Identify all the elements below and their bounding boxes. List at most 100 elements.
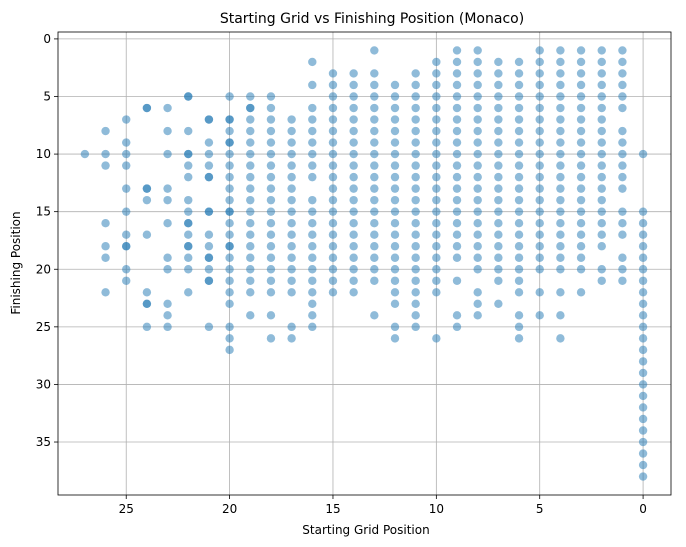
y-tick-label: 10 (36, 147, 51, 161)
data-point (473, 80, 482, 90)
data-point (473, 103, 482, 113)
data-point (494, 57, 503, 67)
data-point (638, 426, 648, 435)
data-point (266, 115, 276, 124)
data-point (535, 115, 544, 124)
data-point (204, 230, 214, 239)
data-point (370, 265, 379, 274)
data-point (142, 299, 152, 309)
data-point (597, 149, 606, 159)
data-point (535, 126, 544, 136)
data-point (349, 184, 358, 193)
data-point (204, 322, 214, 332)
data-point (287, 265, 296, 274)
data-point (308, 322, 317, 332)
data-point (204, 115, 214, 124)
data-point (638, 218, 648, 228)
data-point (494, 299, 503, 309)
data-point (473, 253, 482, 262)
data-point (411, 69, 420, 78)
data-point (163, 299, 172, 309)
data-point (328, 276, 338, 285)
data-point (638, 207, 648, 216)
data-point (411, 299, 420, 309)
data-point (494, 69, 503, 78)
data-point (122, 230, 131, 239)
data-point (638, 437, 648, 447)
data-point (618, 265, 627, 274)
data-point (556, 334, 565, 343)
data-point (163, 253, 172, 262)
data-point (390, 242, 400, 251)
data-point (246, 207, 255, 216)
data-point (514, 69, 524, 78)
data-point (432, 334, 441, 343)
data-point (225, 138, 234, 147)
y-axis-label: Finishing Position (9, 211, 23, 314)
data-point (204, 253, 214, 262)
data-point (142, 184, 152, 193)
data-point (101, 126, 110, 136)
data-point (514, 126, 524, 136)
data-point (473, 299, 482, 309)
data-point (638, 414, 648, 424)
data-point (308, 253, 317, 262)
data-point (618, 138, 627, 147)
data-point (328, 149, 338, 159)
data-point (142, 322, 152, 332)
data-point (473, 288, 482, 297)
data-point (370, 172, 379, 182)
data-point (411, 161, 420, 170)
data-point (390, 218, 400, 228)
data-point (638, 311, 648, 320)
data-point (370, 138, 379, 147)
data-point (266, 103, 276, 113)
data-point (287, 138, 296, 147)
data-point (184, 149, 193, 159)
data-point (535, 184, 544, 193)
data-point (122, 149, 131, 159)
data-point (638, 288, 648, 297)
data-point (163, 311, 172, 320)
data-point (597, 161, 606, 170)
data-point (142, 288, 152, 297)
data-point (618, 172, 627, 182)
data-point (411, 149, 420, 159)
data-point (225, 92, 234, 101)
data-point (535, 46, 544, 55)
data-point (370, 218, 379, 228)
data-point (122, 161, 131, 170)
data-point (184, 265, 193, 274)
x-tick-label: 25 (119, 502, 134, 516)
data-point (535, 195, 544, 205)
data-point (618, 184, 627, 193)
data-point (452, 92, 462, 101)
data-point (452, 115, 462, 124)
data-point (556, 138, 565, 147)
data-point (494, 218, 503, 228)
data-point (576, 57, 586, 67)
data-point (349, 276, 358, 285)
data-point (411, 207, 420, 216)
data-point (535, 288, 544, 297)
data-point (452, 184, 462, 193)
data-point (184, 207, 193, 216)
data-point (638, 460, 648, 470)
data-point (556, 207, 565, 216)
data-point (287, 322, 296, 332)
data-point (556, 242, 565, 251)
data-point (576, 161, 586, 170)
data-point (349, 149, 358, 159)
data-point (452, 172, 462, 182)
data-point (122, 265, 131, 274)
data-point (349, 195, 358, 205)
data-point (225, 345, 234, 355)
data-point (390, 276, 400, 285)
data-point (308, 172, 317, 182)
data-point (452, 69, 462, 78)
data-point (535, 161, 544, 170)
data-point (638, 368, 648, 378)
data-point (514, 218, 524, 228)
data-point (432, 149, 441, 159)
data-point (349, 161, 358, 170)
